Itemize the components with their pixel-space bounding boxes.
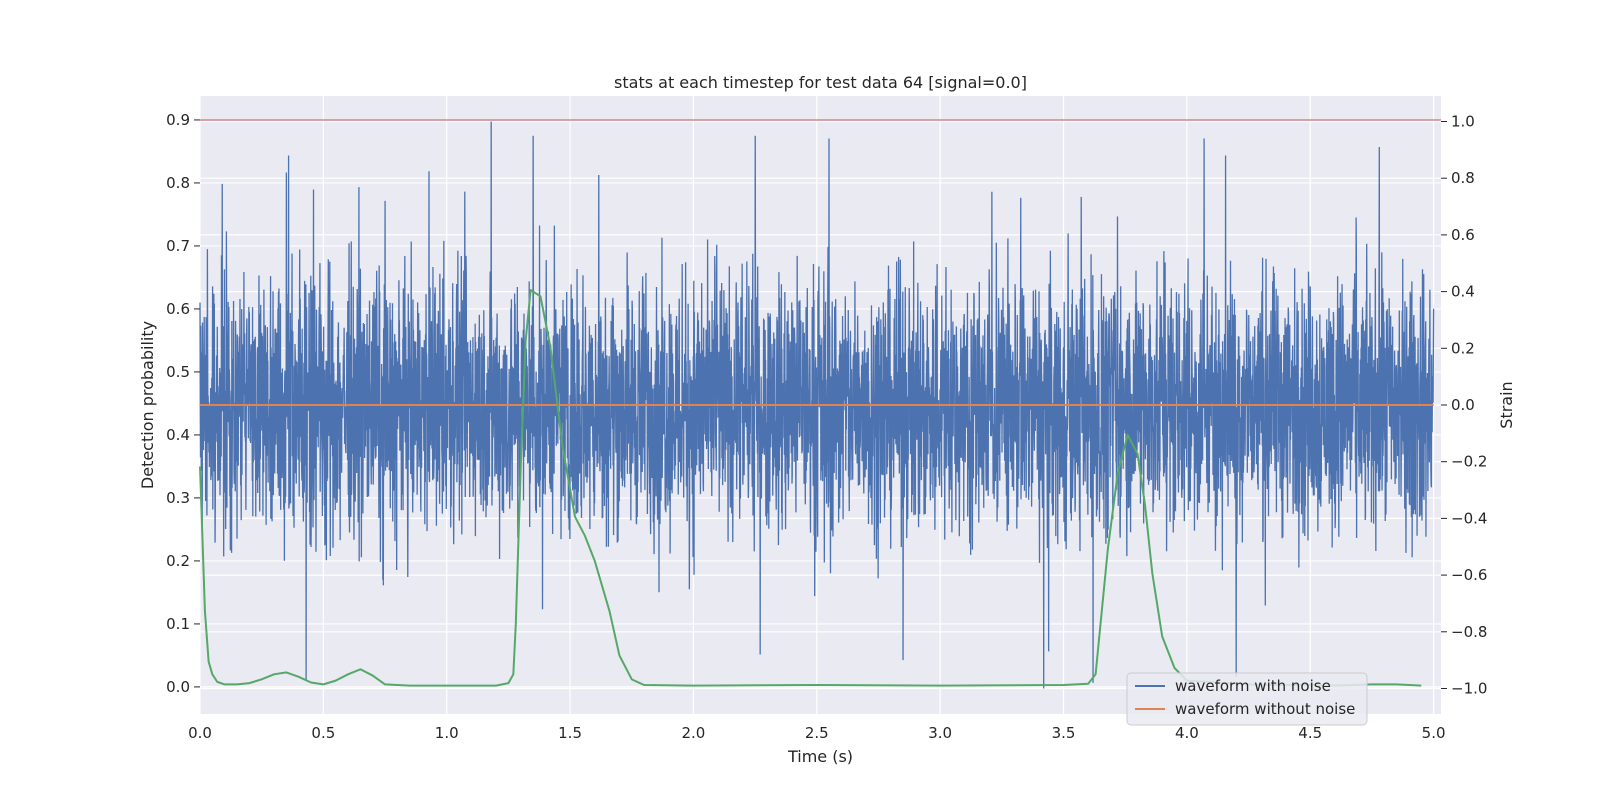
series-layer [199, 121, 1435, 689]
y2-tick-label: 0.0 [1451, 396, 1475, 414]
y2-tick-label: −0.4 [1451, 509, 1487, 527]
x-tick-label: 1.0 [435, 724, 459, 742]
legend-box [1126, 672, 1368, 726]
y2-tick-label: −0.6 [1451, 566, 1487, 584]
y-tick-label: 0.3 [166, 489, 190, 507]
y-tick-label: 0.9 [166, 111, 190, 129]
x-tick-label: 0.5 [311, 724, 335, 742]
y2-axis-label: Strain [1497, 381, 1516, 428]
y2-tick-label: −0.2 [1451, 453, 1487, 471]
x-tick-label: 3.5 [1052, 724, 1076, 742]
y2-tick-label: 0.2 [1451, 339, 1475, 357]
x-tick-label: 3.0 [928, 724, 952, 742]
y2-tick-label: 0.6 [1451, 226, 1475, 244]
y-tick-label: 0.2 [166, 552, 190, 570]
y-axis-label: Detection probability [138, 321, 157, 489]
x-axis-label: Time (s) [787, 747, 853, 766]
y-tick-label: 0.0 [166, 678, 190, 696]
y2-tick-label: 0.8 [1451, 169, 1475, 187]
x-tick-label: 4.0 [1175, 724, 1199, 742]
series-line-waveform-with-noise [199, 121, 1435, 689]
legend-label-clean: waveform without noise [1175, 700, 1355, 718]
series-line-detection-probability [199, 289, 1422, 687]
y2-tick-label: −0.8 [1451, 623, 1487, 641]
x-tick-label: 2.5 [805, 724, 829, 742]
y-tick-label: 0.7 [166, 237, 190, 255]
legend: waveform with noise waveform without noi… [1126, 672, 1368, 726]
chart-title: stats at each timestep for test data 64 … [614, 73, 1027, 92]
y2-tick-label: 1.0 [1451, 113, 1475, 131]
tick-labels: 0.0 0.5 1.0 1.5 2.0 2.5 3.0 3.5 4.0 4.5 5.0 0.0 0.1 0… [166, 111, 1487, 742]
x-tick-label: 0.0 [188, 724, 212, 742]
x-tick-label: 5.0 [1422, 724, 1446, 742]
x-tick-label: 1.5 [558, 724, 582, 742]
y-tick-label: 0.6 [166, 300, 190, 318]
y-tick-label: 0.5 [166, 363, 190, 381]
x-tick-label: 4.5 [1298, 724, 1322, 742]
y2-tick-label: 0.4 [1451, 283, 1475, 301]
y-tick-label: 0.1 [166, 615, 190, 633]
legend-label-noise: waveform with noise [1175, 677, 1331, 695]
y-tick-label: 0.4 [166, 426, 190, 444]
y2-tick-label: −1.0 [1451, 679, 1487, 697]
y-tick-label: 0.8 [166, 174, 190, 192]
x-tick-label: 2.0 [682, 724, 706, 742]
